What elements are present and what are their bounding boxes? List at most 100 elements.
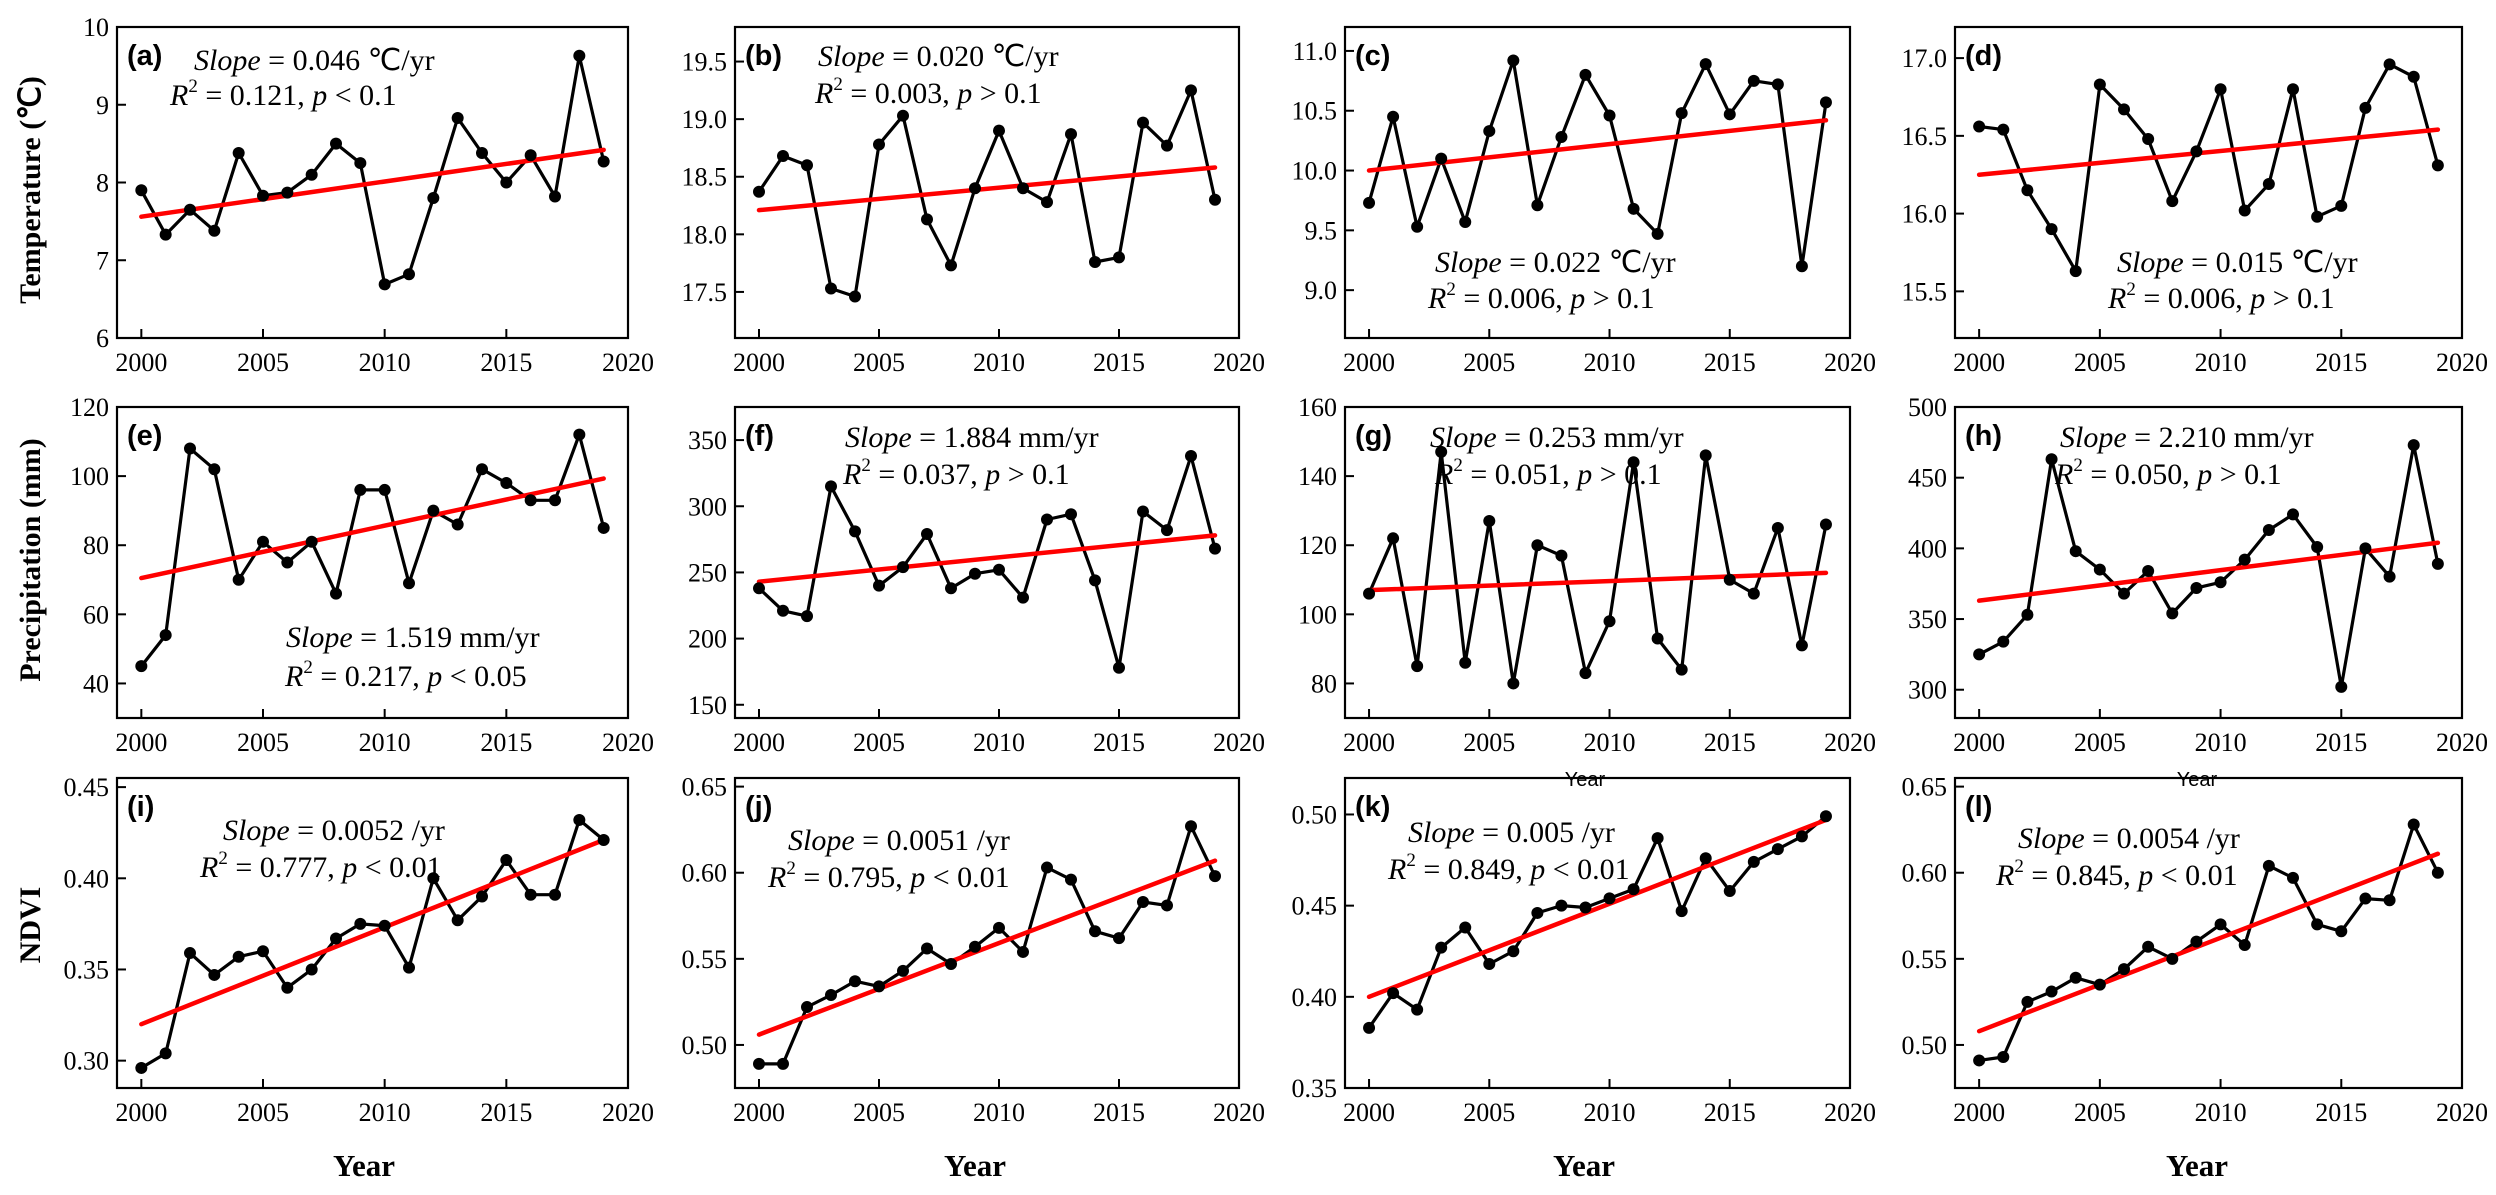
data-point: [2335, 925, 2348, 938]
p-symbol: p: [2136, 859, 2153, 892]
data-point: [135, 184, 148, 197]
p-value: < 0.01: [357, 851, 441, 884]
data-point: [403, 268, 415, 281]
axis-frame: [1343, 776, 1852, 1090]
data-point: [777, 1057, 789, 1070]
data-point: [378, 919, 391, 932]
x-tick-label: 2000: [115, 348, 167, 377]
panel-k: 2000 2005 2010 2015 2020 0.35 0.40 0.45 0.50 (k) S…: [1292, 776, 1876, 1127]
r2-superscript: 2: [786, 858, 796, 879]
slope-annotation: Slope = 0.020 ℃/yr: [818, 40, 1059, 73]
r2-symbol: R: [2107, 282, 2126, 315]
series-line: [1978, 443, 2440, 689]
slope-annotation: Slope = 0.005 /yr: [1408, 816, 1615, 849]
data-point: [2214, 83, 2227, 96]
data-point: [2093, 563, 2106, 576]
data-point: [1459, 215, 1472, 228]
data-point: [945, 259, 957, 272]
data-point: [2069, 545, 2082, 558]
axis-frame: [115, 776, 630, 1090]
x-tick-label: 2015: [1704, 728, 1756, 757]
data-point: [573, 428, 586, 441]
data-point: [1675, 663, 1688, 676]
data-point: [1579, 68, 1592, 81]
slope-annotation: Slope = 1.519 mm/yr: [286, 621, 540, 654]
data-point: [451, 518, 464, 531]
data-point: [1209, 193, 1221, 206]
slope-value: = 1.884 mm/yr: [912, 421, 1099, 454]
data-point: [1209, 542, 1221, 555]
p-symbol: p: [340, 851, 357, 884]
data-point: [354, 483, 367, 496]
data-point: [1555, 899, 1568, 912]
data-point: [330, 587, 342, 600]
data-point: [135, 660, 148, 673]
data-point: [2287, 83, 2299, 96]
r2-value: = 0.006,: [2136, 282, 2250, 315]
data-point: [354, 917, 367, 930]
x-tick-label: 2015: [1093, 1098, 1145, 1127]
y-tick-label: 200: [688, 625, 727, 654]
data-point: [1387, 987, 1400, 1000]
y-tick-label: 11.0: [1292, 37, 1337, 66]
trend-line: [756, 858, 1218, 1037]
x-tick-label: 2000: [733, 728, 785, 757]
slope-value: = 0.020 ℃/yr: [885, 40, 1059, 73]
data-point: [1747, 74, 1760, 87]
data-point: [969, 182, 981, 195]
y-tick-label: 0.45: [64, 773, 110, 802]
data-point: [1997, 1051, 2010, 1063]
x-tick-label: 2010: [1584, 348, 1636, 377]
slope-word: Slope: [1408, 816, 1475, 849]
slope-annotation: Slope = 0.0051 /yr: [788, 824, 1010, 857]
panel-e: 2000 2005 2010 2015 2020 40 60 80 100 120 (e) Slope…: [70, 393, 654, 757]
data-point: [2383, 570, 2396, 583]
data-point: [427, 872, 440, 885]
x-tick-label: 2020: [1824, 348, 1876, 377]
p-value: > 0.1: [1585, 282, 1654, 315]
x-tick-label: 2000: [733, 348, 785, 377]
y-tick-label: 19.5: [682, 48, 728, 77]
r2-symbol: R: [1995, 859, 2014, 892]
p-symbol: p: [2195, 458, 2212, 491]
data-point: [159, 228, 172, 241]
data-point: [354, 157, 367, 170]
data-point: [500, 477, 513, 490]
data-point: [159, 629, 172, 642]
data-point: [1531, 906, 1544, 919]
axis-frame: [115, 405, 630, 720]
data-point: [873, 138, 885, 151]
data-point: [330, 137, 342, 150]
slope-word: Slope: [818, 40, 885, 73]
data-point: [476, 463, 488, 476]
r2-value: = 0.006,: [1456, 282, 1570, 315]
y-tick-label: 0.65: [1902, 773, 1948, 802]
r2-annotation: R2 = 0.003, p > 0.1: [814, 74, 1042, 110]
data-point: [1771, 78, 1784, 91]
x-tick-label: 2010: [1584, 728, 1636, 757]
r2-symbol: R: [169, 79, 188, 112]
data-point: [1651, 832, 1664, 845]
axis-frame: [733, 405, 1241, 720]
data-point: [1411, 660, 1424, 673]
data-point: [1603, 892, 1616, 905]
data-point: [1185, 84, 1197, 97]
data-point: [184, 947, 196, 960]
x-tick-label: 2020: [1824, 1098, 1876, 1127]
data-point: [2118, 587, 2130, 600]
trend-line: [139, 147, 606, 219]
trend-line: [1366, 570, 1829, 593]
data-point: [921, 213, 933, 226]
data-point: [921, 528, 933, 541]
data-point: [257, 945, 269, 958]
data-point: [945, 582, 957, 595]
x-tick-label: 2000: [733, 1098, 785, 1127]
data-point: [1603, 109, 1616, 122]
data-point: [1699, 58, 1712, 71]
data-point: [2359, 542, 2372, 555]
x-tick-label: 2005: [237, 728, 289, 757]
data-point: [2287, 871, 2299, 884]
p-value: < 0.01: [925, 861, 1009, 894]
row-label-ndvi: NDVI: [14, 887, 47, 964]
y-tick-label: 9.5: [1305, 216, 1338, 245]
